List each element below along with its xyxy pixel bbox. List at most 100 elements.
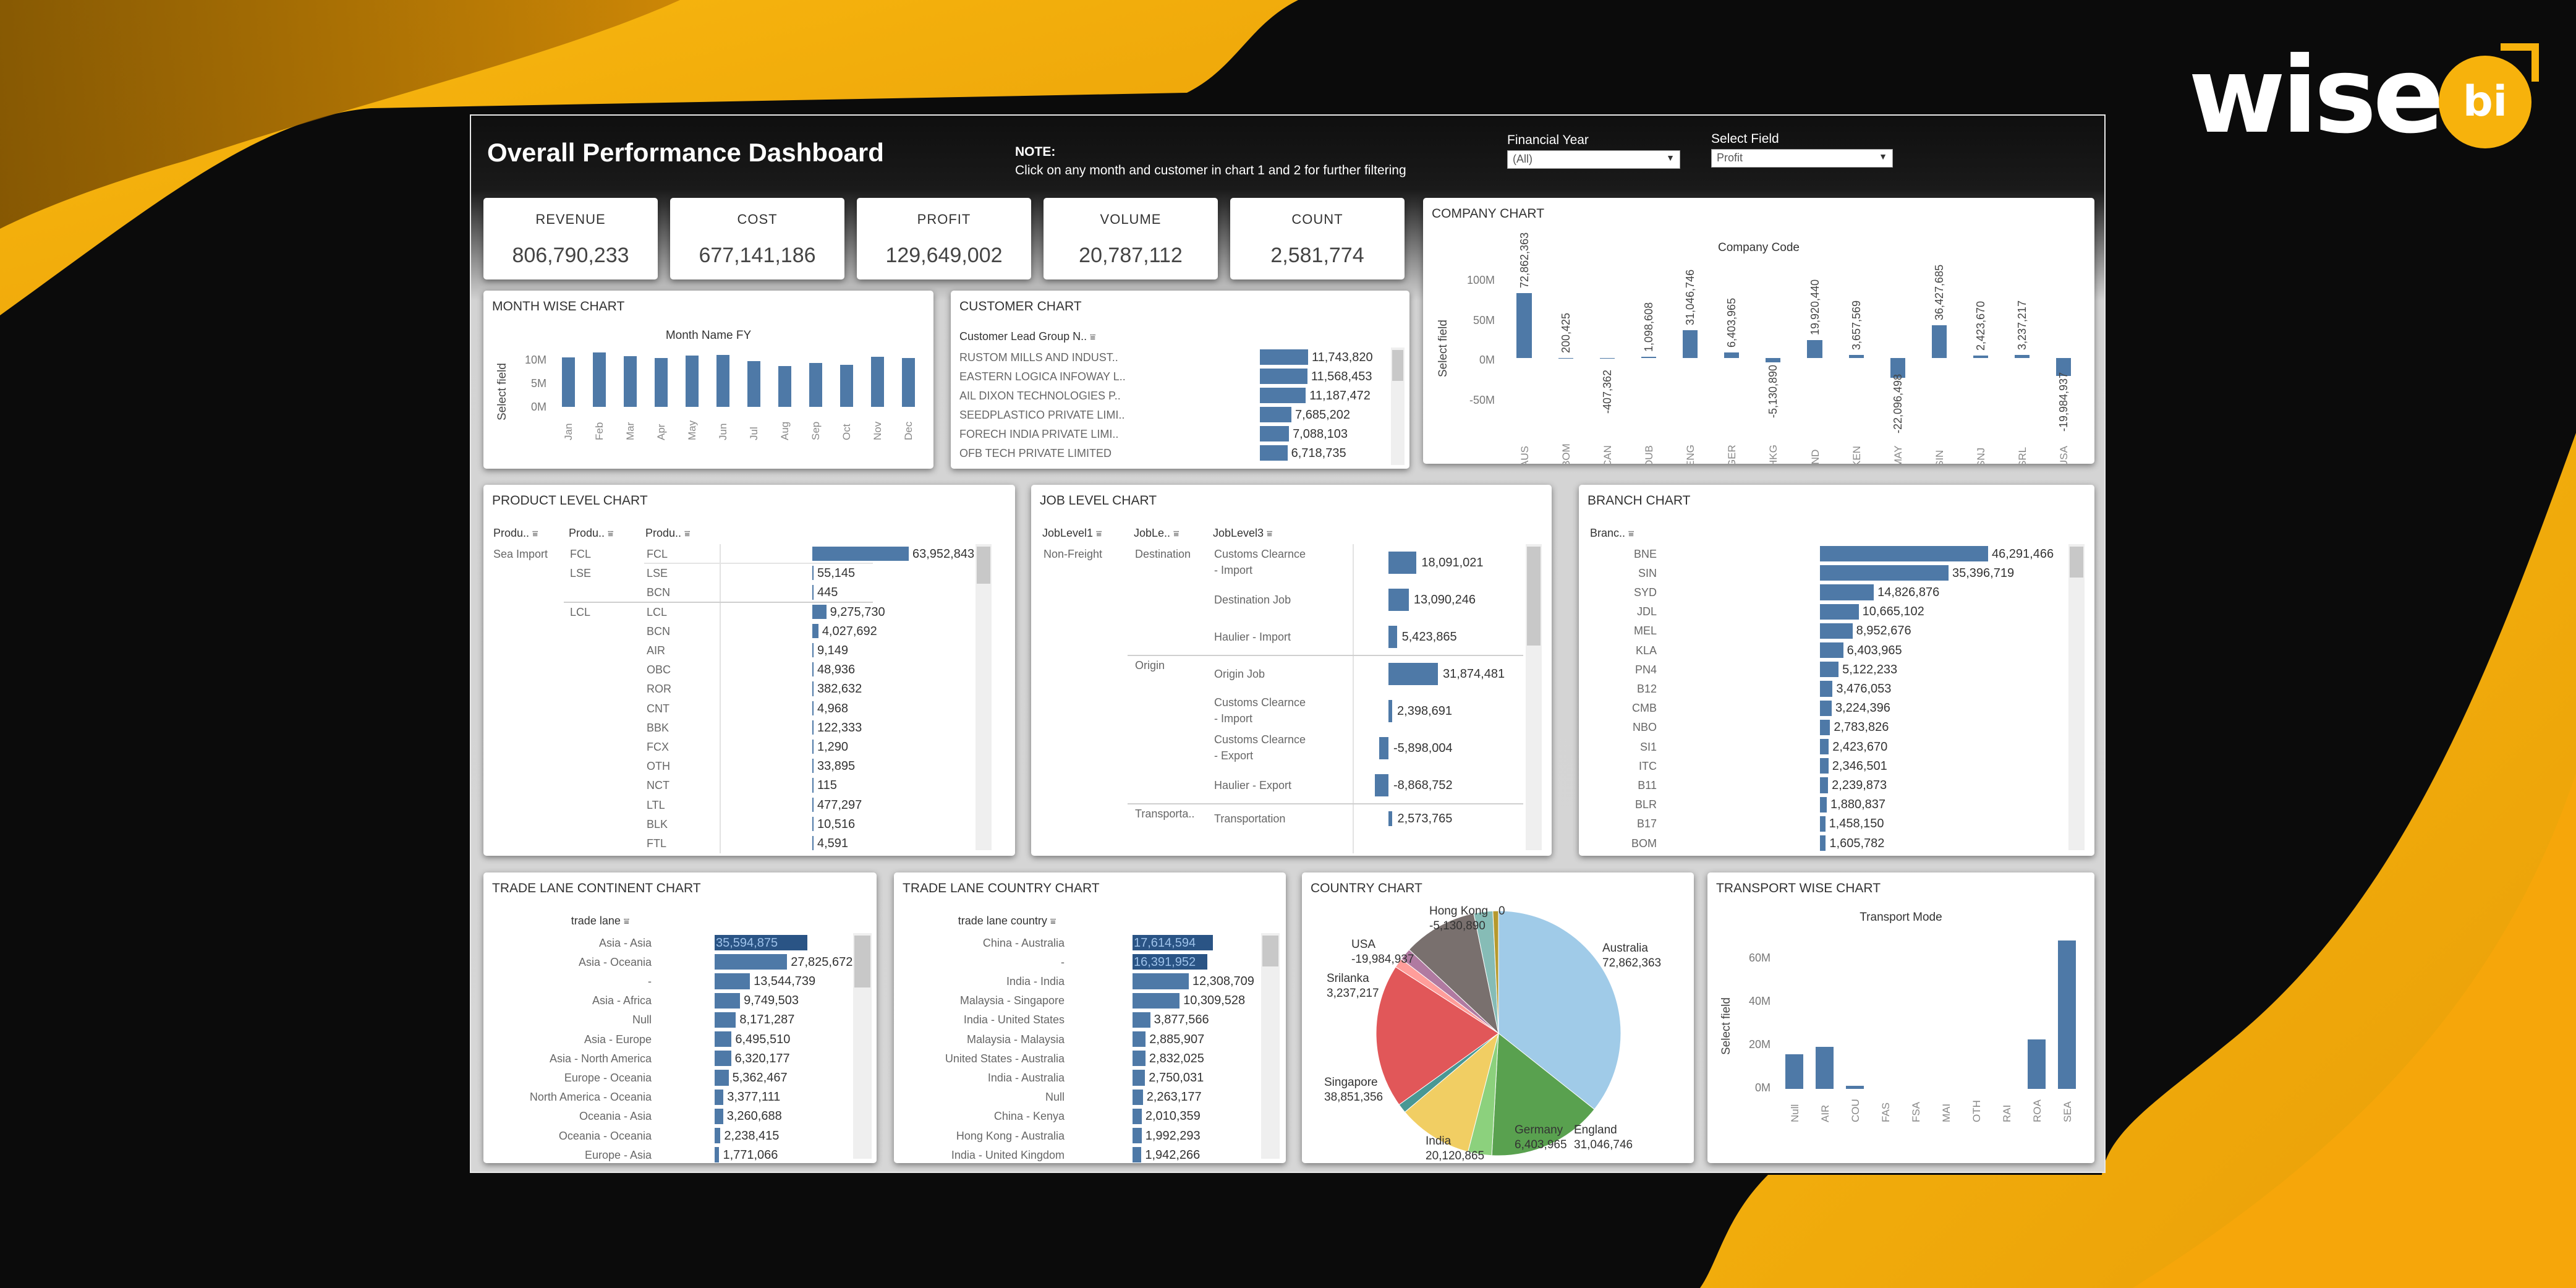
row-label[interactable]: KLA (1635, 644, 1657, 657)
bar[interactable] (1807, 340, 1822, 358)
product-level3[interactable]: LCL (647, 605, 668, 618)
bar[interactable] (1133, 935, 1213, 951)
bar[interactable] (812, 778, 814, 793)
row-label[interactable]: B12 (1636, 683, 1657, 695)
row-label[interactable]: JDL (1636, 605, 1657, 618)
column-header[interactable]: JobLe.. ⩸ (1134, 527, 1179, 540)
bar[interactable] (1133, 1031, 1146, 1047)
row-label[interactable]: Asia - Asia (598, 936, 652, 949)
bar[interactable] (1133, 1108, 1142, 1124)
bar[interactable] (812, 816, 814, 831)
bar[interactable] (1973, 356, 1989, 358)
bar[interactable] (812, 797, 814, 812)
bar[interactable] (715, 1051, 731, 1067)
bar[interactable] (1133, 954, 1207, 970)
bar[interactable] (1820, 584, 1874, 600)
job-level3[interactable]: Haulier - Import (1214, 631, 1291, 643)
bar[interactable] (715, 1089, 724, 1105)
scrollbar-thumb[interactable] (2070, 547, 2083, 578)
bar[interactable] (1890, 357, 1905, 378)
row-label[interactable]: North America - Oceania (529, 1091, 652, 1104)
bar[interactable] (812, 604, 827, 619)
bar[interactable] (716, 355, 729, 407)
row-label[interactable]: China - Australia (982, 936, 1065, 949)
job-level3[interactable]: Haulier - Export (1214, 779, 1292, 791)
sort-icon[interactable]: ⩸ (608, 529, 614, 539)
row-label[interactable]: Malaysia - Malaysia (966, 1033, 1065, 1046)
bar[interactable] (1133, 1128, 1142, 1144)
row-label[interactable]: SI1 (1639, 740, 1657, 753)
row-label[interactable]: Null (632, 1013, 652, 1026)
product-level3[interactable]: LSE (647, 567, 668, 580)
product-level2[interactable]: LSE (570, 567, 592, 580)
bar[interactable] (2057, 940, 2077, 1089)
bar[interactable] (1599, 357, 1615, 359)
bar[interactable] (2027, 1039, 2046, 1089)
bar[interactable] (1260, 445, 1288, 461)
row-label[interactable]: BLR (1634, 798, 1657, 811)
row-label[interactable]: India - Australia (987, 1072, 1065, 1084)
product-level3[interactable]: BLK (647, 817, 668, 830)
row-label[interactable]: Asia - North America (549, 1052, 652, 1065)
bar[interactable] (685, 356, 699, 407)
bar[interactable] (1820, 816, 1826, 832)
pie-slice[interactable] (1375, 966, 1499, 1106)
bar[interactable] (812, 720, 814, 735)
scrollbar[interactable] (1391, 348, 1405, 465)
job-level3[interactable]: - Import (1214, 564, 1253, 576)
row-label[interactable]: Oceania - Oceania (558, 1129, 652, 1142)
bar[interactable] (715, 1128, 721, 1144)
row-label[interactable]: Asia - Europe (584, 1033, 652, 1046)
job-level3[interactable]: Customs Clearnce (1214, 696, 1306, 709)
bar[interactable] (1388, 552, 1417, 574)
bar[interactable] (812, 566, 814, 581)
bar[interactable] (1815, 1047, 1834, 1089)
bar[interactable] (812, 585, 814, 600)
row-label[interactable]: BNE (1633, 547, 1657, 560)
column-header[interactable]: Produ.. ⩸ (569, 527, 613, 540)
sort-icon[interactable]: ⩸ (623, 916, 629, 927)
bar[interactable] (592, 352, 606, 407)
product-level3[interactable]: CNT (647, 702, 670, 715)
row-label[interactable]: SEEDPLASTICO PRIVATE LIMI.. (959, 408, 1125, 421)
row-label[interactable]: B17 (1636, 817, 1657, 830)
product-level2[interactable]: FCL (570, 548, 592, 560)
row-label[interactable]: AIL DIXON TECHNOLOGIES P.. (959, 389, 1121, 402)
sort-icon[interactable]: ⩸ (1096, 529, 1102, 539)
row-label[interactable]: EASTERN LOGICA INFOWAY L.. (959, 370, 1126, 383)
bar[interactable] (1820, 662, 1839, 678)
bar[interactable] (715, 1108, 723, 1124)
row-label[interactable]: SYD (1633, 586, 1657, 599)
bar[interactable] (715, 1031, 732, 1047)
product-level3[interactable]: BCN (647, 625, 671, 638)
bar[interactable] (1820, 758, 1829, 774)
bar[interactable] (715, 1147, 720, 1163)
job-level3[interactable]: Customs Clearnce (1214, 548, 1306, 560)
job-level3[interactable]: Customs Clearnce (1214, 733, 1306, 746)
row-label[interactable]: CMB (1632, 702, 1657, 715)
bar[interactable] (1845, 1085, 1864, 1089)
pie-slice[interactable] (1498, 910, 1622, 1110)
column-header[interactable]: Produ.. ⩸ (493, 527, 538, 540)
row-label[interactable]: Asia - Oceania (578, 955, 652, 968)
bar[interactable] (1558, 357, 1573, 359)
row-label[interactable]: China - Kenya (993, 1110, 1065, 1123)
scrollbar[interactable] (976, 544, 992, 850)
job-level3[interactable]: - Export (1214, 749, 1254, 762)
bar[interactable] (1820, 777, 1829, 793)
bar[interactable] (809, 362, 822, 407)
scrollbar-thumb[interactable] (1392, 350, 1403, 381)
bar[interactable] (1516, 292, 1532, 358)
bar[interactable] (840, 365, 853, 407)
product-level3[interactable]: OTH (647, 760, 670, 773)
bar[interactable] (561, 357, 575, 407)
bar[interactable] (1379, 737, 1388, 759)
product-level3[interactable]: FTL (647, 837, 667, 850)
product-level3[interactable]: FCL (647, 548, 668, 560)
bar[interactable] (1260, 426, 1290, 441)
bar[interactable] (1133, 973, 1189, 989)
bar[interactable] (715, 992, 741, 1009)
bar[interactable] (1931, 325, 1947, 358)
product-level3[interactable]: BBK (647, 721, 670, 734)
product-level3[interactable]: BCN (647, 586, 671, 599)
